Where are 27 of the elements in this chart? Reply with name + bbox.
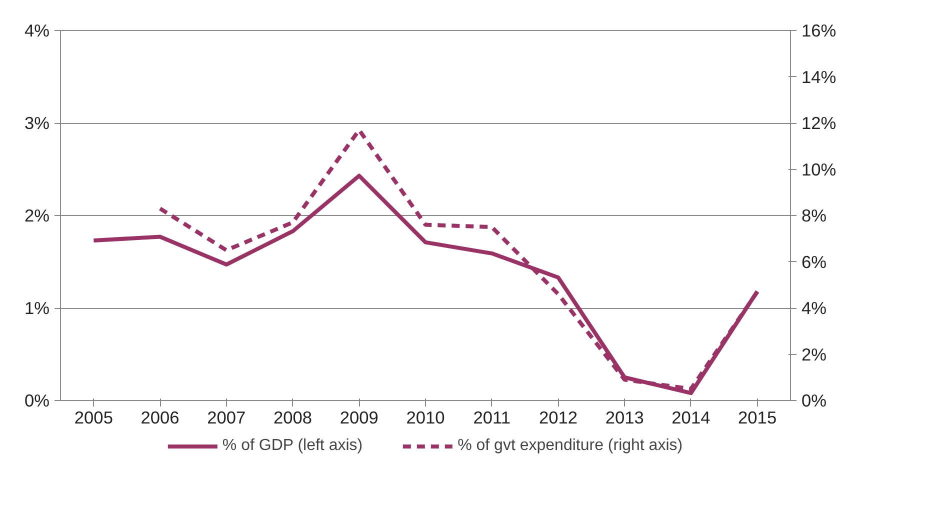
y2-tick-label: 4% (802, 298, 827, 318)
y2-tick-label: 14% (802, 66, 836, 87)
y-tick-label: 1% (24, 298, 50, 318)
x-tick-label: 2006 (140, 408, 180, 428)
y2-tick-label: 10% (802, 159, 836, 180)
y-tick-label: 0% (24, 390, 50, 410)
x-tick-label: 2010 (406, 408, 445, 428)
x-tick-label: 2014 (672, 408, 711, 428)
x-tick-label: 2009 (340, 408, 378, 428)
x-tick-label: 2008 (274, 408, 312, 428)
x-tick-label: 2015 (738, 408, 777, 428)
y2-tick-label: 8% (802, 206, 827, 226)
legend-label: % of gvt expenditure (right axis) (458, 437, 683, 455)
x-tick-label: 2012 (538, 408, 578, 428)
legend-label: % of GDP (left axis) (222, 437, 363, 455)
x-tick-label: 2011 (473, 408, 510, 428)
y2-tick-label: 12% (802, 113, 836, 133)
x-tick-label: 2013 (605, 408, 644, 428)
x-tick-label: 2007 (207, 408, 246, 428)
y-tick-label: 4% (24, 20, 50, 40)
y2-tick-label: 0% (802, 390, 827, 410)
y-tick-label: 3% (24, 113, 50, 133)
y2-tick-label: 16% (802, 20, 836, 40)
x-tick-label: 2005 (74, 408, 113, 428)
y2-tick-label: 6% (802, 252, 827, 272)
y2-tick-label: 2% (802, 344, 827, 364)
y-tick-label: 2% (24, 206, 50, 226)
